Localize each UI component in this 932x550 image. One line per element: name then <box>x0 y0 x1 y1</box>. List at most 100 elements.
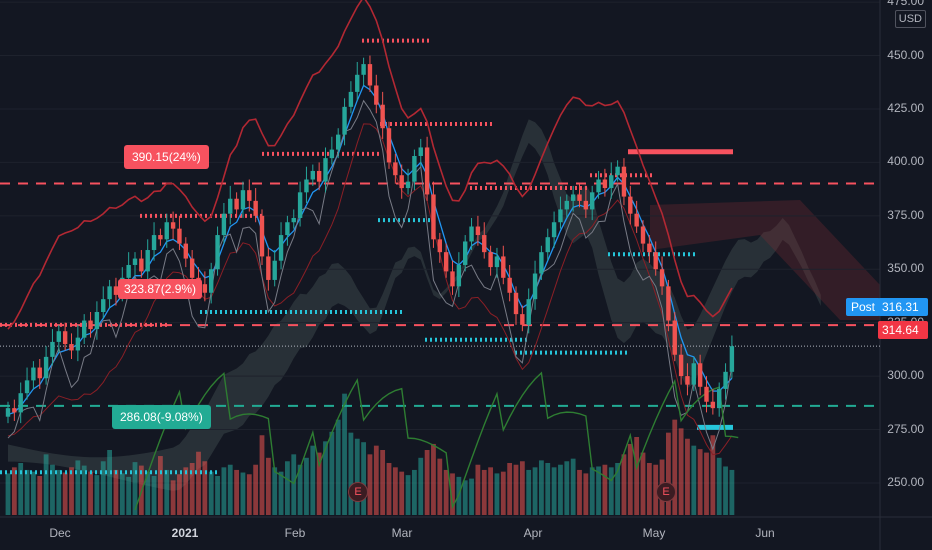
candle <box>69 333 74 360</box>
candle <box>704 376 709 413</box>
candle <box>272 250 277 287</box>
y-tick-label: 425.00 <box>887 100 924 115</box>
candle-body <box>583 200 589 210</box>
candle-body <box>418 147 423 156</box>
candle-body <box>82 320 87 338</box>
candle <box>170 211 176 240</box>
candle <box>62 322 68 351</box>
candle-body <box>710 401 716 409</box>
candle <box>424 136 430 201</box>
candle-body <box>380 104 385 129</box>
candle-body <box>640 226 646 244</box>
earnings-marker-1[interactable]: E <box>348 482 368 502</box>
volume-bar <box>367 454 373 515</box>
candle <box>56 324 61 353</box>
volume-bar <box>170 480 176 515</box>
candle <box>583 188 589 218</box>
y-tick-label: 300.00 <box>887 368 924 383</box>
oscillator-line <box>134 371 739 511</box>
candle <box>590 185 595 221</box>
candle <box>431 181 436 248</box>
candle-body <box>729 346 735 372</box>
candle <box>43 346 49 385</box>
volume-bar <box>132 462 138 515</box>
volume-bar <box>386 463 392 515</box>
candle <box>469 217 474 251</box>
candle <box>221 203 227 244</box>
volume-bar <box>5 473 11 515</box>
volume-bar <box>723 466 728 515</box>
candle-body <box>94 311 100 330</box>
candle-body <box>215 235 220 270</box>
candle-body <box>329 149 335 159</box>
volume-bar <box>437 458 443 515</box>
candle-body <box>132 258 138 265</box>
volume-bar <box>145 471 151 515</box>
volume-bar <box>310 445 316 515</box>
base-line <box>7 123 733 456</box>
volume-bar <box>361 442 366 515</box>
candle-body <box>424 147 430 195</box>
candle <box>558 196 563 229</box>
mid-target-label: 323.87(2.9%) <box>118 279 203 299</box>
volume-bar <box>545 463 551 515</box>
candle <box>640 220 646 253</box>
volume-bar <box>31 471 36 515</box>
y-tick-label: 350.00 <box>887 261 924 276</box>
x-tick-label: 2021 <box>171 526 199 540</box>
volume-bar <box>577 469 582 515</box>
candle <box>18 382 23 424</box>
candle <box>532 260 538 310</box>
candle <box>412 149 417 191</box>
volume-bar <box>18 463 24 515</box>
candle <box>329 136 335 165</box>
earnings-marker-2[interactable]: E <box>656 482 676 502</box>
volume-bar <box>481 469 487 515</box>
volume-bar <box>56 469 62 515</box>
candle-body <box>355 74 360 92</box>
candle-body <box>653 252 658 270</box>
volume-bar <box>380 450 386 515</box>
volume-bar <box>43 454 49 515</box>
volume-bar <box>558 464 563 515</box>
candle-body <box>189 258 195 278</box>
volume-bar <box>151 476 157 515</box>
candle-body <box>475 226 481 236</box>
candle <box>596 170 601 199</box>
candle-body <box>240 190 246 210</box>
candle <box>234 192 239 216</box>
volume-bar <box>354 438 360 515</box>
candle-body <box>564 200 569 210</box>
candle-body <box>101 299 106 312</box>
candle-body <box>202 284 208 293</box>
upper-band-line <box>7 0 733 330</box>
candle <box>507 264 512 302</box>
volume-bar <box>646 463 652 515</box>
candle-body <box>209 269 214 293</box>
candle-body <box>31 367 36 381</box>
volume-bar <box>500 471 506 515</box>
candle-body <box>539 252 544 274</box>
candle <box>621 158 627 206</box>
candle <box>539 245 544 280</box>
candle <box>691 356 696 392</box>
candle <box>183 237 188 268</box>
volume-bar <box>716 457 722 515</box>
currency-label[interactable]: USD <box>894 10 926 28</box>
candle <box>564 194 569 218</box>
volume-bar <box>107 450 112 515</box>
last-price-badge: 314.64 <box>878 321 928 339</box>
candle <box>75 324 81 362</box>
candle-body <box>666 286 671 321</box>
candle-body <box>75 337 81 351</box>
volume-bar <box>666 432 671 515</box>
volume-bar <box>88 471 93 515</box>
candle-body <box>62 331 68 345</box>
candle <box>323 147 328 193</box>
candle-body <box>659 269 665 287</box>
candle <box>158 228 163 246</box>
candle-body <box>361 64 366 75</box>
candle <box>94 301 100 340</box>
candle-body <box>482 235 487 253</box>
